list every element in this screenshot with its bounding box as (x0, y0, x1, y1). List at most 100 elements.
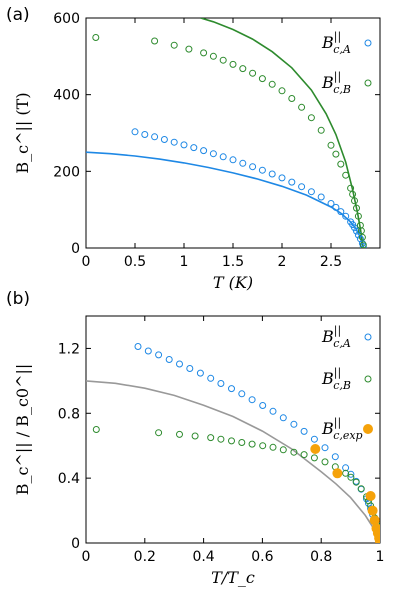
x-tick-label: 0 (82, 549, 91, 565)
series-1-point (269, 443, 277, 451)
series-1-point (342, 171, 350, 179)
series-2-point (365, 491, 376, 501)
plot-area (86, 343, 380, 543)
series-1-point (258, 75, 266, 83)
series-1-point (300, 451, 308, 459)
series-1-point (332, 150, 340, 158)
series-0-point (131, 128, 139, 136)
series-0-point (141, 131, 149, 138)
series-2-point (369, 515, 380, 526)
series-1-point (200, 49, 208, 57)
legend-marker (364, 375, 372, 383)
series-1-point (239, 65, 247, 73)
series-1-point (185, 45, 193, 53)
series-1-point (268, 80, 276, 88)
series-0-point (332, 203, 340, 211)
series-1-point (155, 429, 163, 437)
x-tick-label: 0.8 (310, 549, 332, 565)
series-0-point (200, 147, 208, 155)
series-0-point (190, 144, 198, 152)
y-tick-label: 0.4 (58, 471, 80, 487)
panel-label: (b) (6, 289, 30, 309)
series-0-point (298, 183, 306, 191)
series-3-line (200, 18, 365, 248)
x-tick-label: 1 (180, 254, 189, 270)
series-0-point (269, 407, 277, 415)
series-1-point (353, 204, 360, 212)
series-0-point (170, 138, 178, 146)
series-0-point (207, 374, 215, 382)
series-0-point (317, 193, 325, 201)
series-0-point (134, 343, 142, 350)
series-1-point (151, 37, 159, 45)
series-0-point (165, 356, 173, 363)
series-0-point (278, 174, 286, 182)
series-2-point (332, 468, 343, 479)
series-0-point (217, 380, 225, 387)
series-1-point (307, 114, 315, 122)
panel-label: (a) (6, 5, 30, 25)
series-1-point (229, 60, 237, 68)
series-1-point (357, 227, 365, 235)
legend-entry-label: B|| c,B (321, 70, 351, 96)
y-tick-label: 1.2 (58, 341, 80, 357)
series-1-point (209, 52, 217, 60)
series-0-point (180, 141, 188, 149)
y-axis-label: B_c^|| (T) (13, 92, 32, 173)
y-tick-label: 0.8 (58, 406, 80, 422)
series-1-point (176, 430, 183, 438)
panel-a: (a) 0 0.5 1 1.5 2 2.5 0 200 400 600 T (K) B_c^|| (T)… (6, 5, 381, 292)
series-0-point (331, 453, 339, 461)
series-1-point (298, 103, 306, 111)
y-tick-label: 0 (71, 536, 80, 552)
series-0-point (228, 385, 235, 393)
series-1-point (347, 473, 355, 481)
series-0-point (356, 235, 364, 243)
legend-marker (364, 79, 372, 87)
x-tick-label: 0.5 (124, 254, 146, 270)
series-1-point (217, 435, 225, 443)
series-1-point (352, 478, 360, 486)
series-0-point (186, 365, 194, 372)
series-0-point (209, 150, 217, 158)
legend-marker (364, 39, 372, 47)
y-tick-label: 200 (53, 164, 80, 180)
series-1-point (238, 439, 246, 446)
series-1-point (342, 469, 350, 477)
series-0-point (229, 156, 237, 164)
series-1-point (349, 190, 357, 198)
series-0-point (300, 427, 308, 435)
series-0-point (144, 347, 152, 355)
x-tick-label: 1 (376, 549, 385, 565)
x-tick-label: 1.5 (222, 254, 244, 270)
series-1-point (354, 212, 362, 220)
x-tick-label: 0 (82, 254, 91, 270)
series-1-point (288, 95, 296, 102)
legend-entry-label: B|| c,A (321, 324, 351, 350)
series-0-point (351, 224, 358, 232)
y-tick-label: 400 (53, 88, 80, 104)
series-0-point (327, 200, 335, 207)
series-3-line (86, 380, 380, 543)
series-0-point (321, 444, 329, 452)
series-0-point (258, 166, 266, 174)
series-1-point (228, 437, 235, 445)
series-0-point (307, 188, 315, 196)
series-1-point (170, 41, 178, 49)
series-2-point (310, 444, 321, 454)
series-0-point (310, 435, 318, 443)
series-1-point (259, 442, 267, 450)
series-0-point (155, 351, 163, 359)
series-1-point (357, 485, 365, 493)
x-tick-label: 2.5 (320, 254, 342, 270)
legend-entry-label: B|| c,A (321, 30, 351, 56)
series-0-point (248, 396, 256, 404)
y-tick-label: 0 (71, 241, 80, 257)
series-1-point (317, 126, 325, 134)
x-axis-label: T (K) (213, 273, 253, 292)
series-0-point (196, 369, 204, 377)
series-0-point (268, 170, 276, 178)
series-1-point (327, 141, 335, 149)
series-1-point (321, 458, 329, 466)
